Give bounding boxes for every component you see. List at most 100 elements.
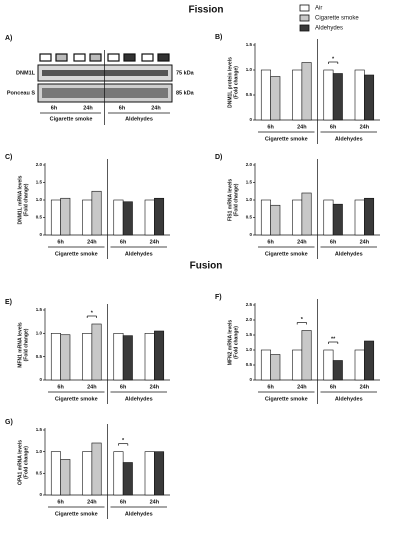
bar (144, 451, 155, 496)
bar (113, 199, 124, 236)
band-label: DNM1L (16, 70, 36, 76)
bar (354, 349, 365, 381)
group-label: Aldehydes (125, 251, 153, 257)
x-tick-label: 6h (267, 239, 274, 245)
y-axis-label: (Fold change) (23, 446, 29, 479)
bar (332, 360, 343, 381)
x-tick-label: 24h (150, 499, 160, 505)
panel-label: C) (5, 154, 12, 161)
y-axis-label: DNM1L protein levels (227, 57, 233, 108)
x-tick-label: 24h (297, 239, 307, 245)
group-label: Aldehydes (125, 511, 153, 517)
x-tick-label: 6h (120, 239, 127, 245)
y-tick-label: 1.5 (246, 42, 253, 47)
y-axis-label: DNM1L mRNA levels (17, 175, 23, 224)
x-tick-label: 24h (87, 499, 97, 505)
bar (82, 451, 93, 496)
group-label: Aldehydes (125, 396, 153, 402)
bar (323, 69, 334, 121)
group-label: Cigarette smoke (265, 396, 308, 402)
y-tick-label: 0.5 (246, 215, 253, 220)
bar (292, 199, 303, 236)
y-axis-label: MFN2 mRNA levels (227, 320, 233, 366)
y-axis-label: (Fold change) (23, 183, 29, 216)
bar (82, 333, 93, 381)
y-tick-label: 1.5 (36, 427, 43, 432)
x-tick-label: 6h (57, 499, 64, 505)
panel-label: B) (215, 34, 222, 41)
time-label: 24h (83, 105, 93, 111)
bar (154, 451, 165, 496)
y-tick-label: 0 (39, 232, 42, 237)
bar (301, 330, 312, 381)
bar (332, 203, 343, 236)
bar (270, 76, 281, 121)
heading: Fusion (190, 261, 223, 272)
y-axis-label: (Fold change) (23, 328, 29, 361)
x-tick-label: 24h (87, 239, 97, 245)
bar (323, 349, 334, 381)
bar (323, 199, 334, 236)
y-tick-label: 2.0 (36, 162, 43, 167)
significance-label: ** (331, 336, 336, 342)
x-tick-label: 24h (360, 124, 370, 130)
group-label: Cigarette smoke (50, 116, 93, 122)
bar (122, 335, 133, 381)
y-tick-label: 1.5 (246, 180, 253, 185)
x-tick-label: 6h (120, 499, 127, 505)
bar (122, 201, 133, 236)
x-tick-label: 24h (150, 239, 160, 245)
heading: Fission (188, 5, 223, 16)
group-label: Cigarette smoke (265, 251, 308, 257)
y-tick-label: 1.0 (246, 197, 253, 202)
y-axis-label: (Fold change) (233, 183, 239, 216)
bar (364, 340, 375, 381)
bar (332, 73, 343, 121)
y-tick-label: 1.5 (36, 180, 43, 185)
y-tick-label: 1.0 (246, 347, 253, 352)
legend-swatch (299, 4, 310, 12)
x-tick-label: 24h (87, 384, 97, 390)
x-tick-label: 24h (297, 124, 307, 130)
y-axis-label: (Fold change) (233, 326, 239, 359)
x-tick-label: 24h (360, 239, 370, 245)
bar (270, 354, 281, 381)
y-tick-label: 1.0 (36, 449, 43, 454)
legend-swatch (299, 24, 310, 32)
bar (292, 349, 303, 381)
x-tick-label: 6h (330, 124, 337, 130)
x-tick-label: 6h (267, 384, 274, 390)
y-tick-label: 2.0 (246, 162, 253, 167)
y-tick-label: 1.0 (36, 197, 43, 202)
y-axis-label: (Fold change) (233, 66, 239, 99)
group-label: Cigarette smoke (265, 136, 308, 142)
bar (154, 197, 165, 236)
bar (260, 349, 271, 381)
panel-label: G) (5, 419, 13, 426)
bar (82, 199, 93, 236)
legend-swatch (299, 14, 310, 22)
group-label: Cigarette smoke (55, 511, 98, 517)
bar (122, 462, 133, 496)
group-label: Cigarette smoke (55, 396, 98, 402)
bar (154, 330, 165, 381)
y-tick-label: 0 (249, 377, 252, 382)
y-tick-label: 0 (39, 377, 42, 382)
significance-label: * (301, 317, 304, 323)
bar (260, 199, 271, 236)
bar (354, 69, 365, 121)
bar (144, 199, 155, 236)
significance-label: * (332, 56, 335, 62)
y-tick-label: 0.5 (36, 215, 43, 220)
group-label: Cigarette smoke (55, 251, 98, 257)
bar (354, 199, 365, 236)
x-tick-label: 6h (57, 239, 64, 245)
x-tick-label: 6h (330, 239, 337, 245)
weight-label: 75 kDa (176, 70, 195, 76)
bar (260, 69, 271, 121)
bar (60, 334, 71, 381)
group-label: Aldehydes (335, 136, 363, 142)
bar (301, 192, 312, 236)
